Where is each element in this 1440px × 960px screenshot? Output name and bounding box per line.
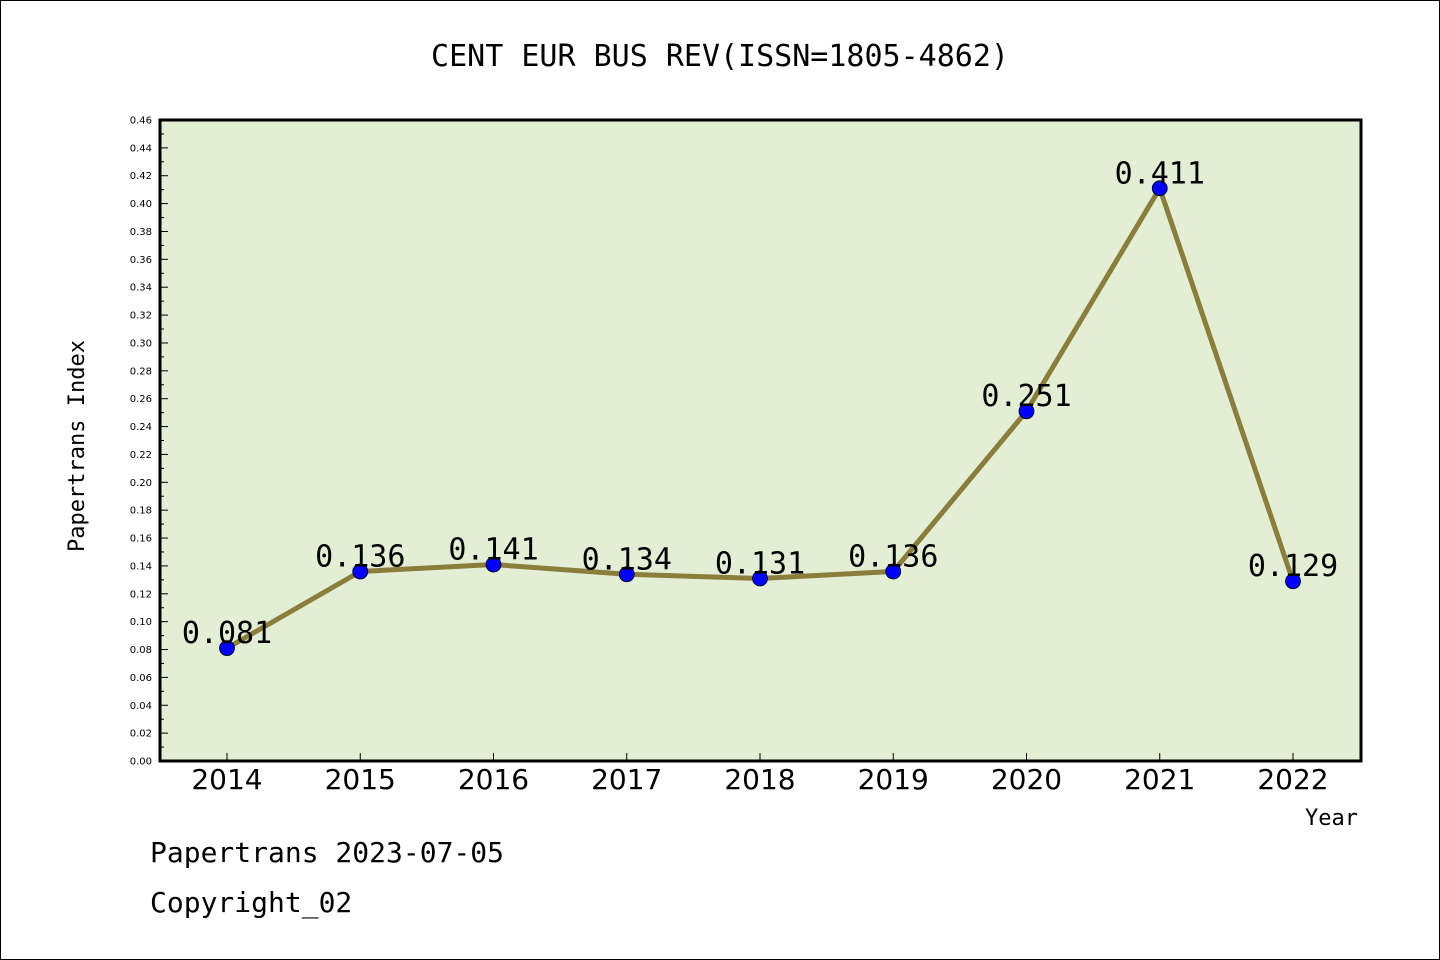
data-label: 0.134 xyxy=(582,542,672,577)
y-tick-label: 0.36 xyxy=(130,255,152,266)
data-label: 0.141 xyxy=(448,533,538,568)
data-labels: 0.081 0.136 0.141 0.134 0.131 0.136 0.251 0.411… xyxy=(182,156,1338,651)
data-point xyxy=(352,563,369,580)
x-tick-label: 2014 xyxy=(191,763,262,796)
y-tick-label: 0.10 xyxy=(130,617,152,628)
y-tick-label: 0.46 xyxy=(130,116,152,127)
x-tick-label: 2017 xyxy=(591,763,662,796)
data-label: 0.136 xyxy=(848,539,938,574)
y-tick-label: 0.26 xyxy=(130,394,152,405)
x-tick-label: 2016 xyxy=(458,763,529,796)
y-tick-label: 0.38 xyxy=(130,227,152,238)
y-tick-label: 0.04 xyxy=(130,701,152,712)
data-point xyxy=(752,570,768,587)
data-label: 0.131 xyxy=(715,546,805,581)
y-tick-label: 0.24 xyxy=(130,422,152,433)
data-label: 0.251 xyxy=(981,379,1071,414)
x-tick-label: 2020 xyxy=(991,763,1062,796)
plot-area xyxy=(158,118,1363,763)
y-tick-label: 0.12 xyxy=(130,589,152,600)
y-tick-label: 0.02 xyxy=(130,729,152,740)
x-axis: 2014 2015 2016 2017 2018 2019 2020 2021 2022 xyxy=(191,753,1329,796)
series-line-group xyxy=(219,180,1301,657)
y-tick-label: 0.22 xyxy=(130,450,152,461)
y-tick-label: 0.44 xyxy=(130,143,152,154)
y-tick-label: 0.30 xyxy=(130,338,152,349)
x-tick-label: 2021 xyxy=(1124,763,1195,796)
y-axis-label: Papertrans Index xyxy=(65,340,90,552)
y-tick-label: 0.18 xyxy=(130,506,152,517)
y-tick-label: 0.28 xyxy=(130,366,152,377)
data-point xyxy=(885,563,902,580)
data-label: 0.411 xyxy=(1115,156,1205,191)
y-tick-label: 0.08 xyxy=(130,645,152,656)
y-tick-label: 0.34 xyxy=(130,283,152,294)
x-tick-label: 2022 xyxy=(1257,763,1328,796)
y-tick-label: 0.14 xyxy=(130,561,152,572)
data-label: 0.081 xyxy=(182,616,272,651)
y-tick-label: 0.20 xyxy=(130,478,152,489)
x-axis-label: Year xyxy=(1305,806,1358,831)
data-label: 0.129 xyxy=(1248,549,1338,584)
y-tick-label: 0.06 xyxy=(130,673,152,684)
y-tick-label: 0.32 xyxy=(130,311,152,322)
y-tick-label: 0.16 xyxy=(130,534,152,545)
data-point xyxy=(219,640,235,657)
x-tick-label: 2019 xyxy=(858,763,929,796)
y-tick-label: 0.42 xyxy=(130,171,152,182)
y-tick-label: 0.00 xyxy=(130,757,152,768)
x-tick-label: 2015 xyxy=(325,763,396,796)
x-tick-label: 2018 xyxy=(724,763,795,796)
data-point xyxy=(618,566,635,583)
y-axis: 0.00 0.02 0.04 0.06 0.08 0.10 0.12 0.14 0.16 0.18… xyxy=(130,116,168,768)
data-label: 0.136 xyxy=(315,539,405,574)
chart-title: CENT EUR BUS REV(ISSN=1805-4862) xyxy=(431,39,1009,74)
data-point xyxy=(1151,180,1168,197)
data-point xyxy=(485,556,502,573)
y-tick-label: 0.40 xyxy=(130,199,152,210)
footer-date: Papertrans 2023-07-05 xyxy=(150,836,505,869)
data-point xyxy=(1018,403,1035,420)
footer-copyright: Copyright_02 xyxy=(150,886,353,919)
data-point xyxy=(1285,573,1301,590)
